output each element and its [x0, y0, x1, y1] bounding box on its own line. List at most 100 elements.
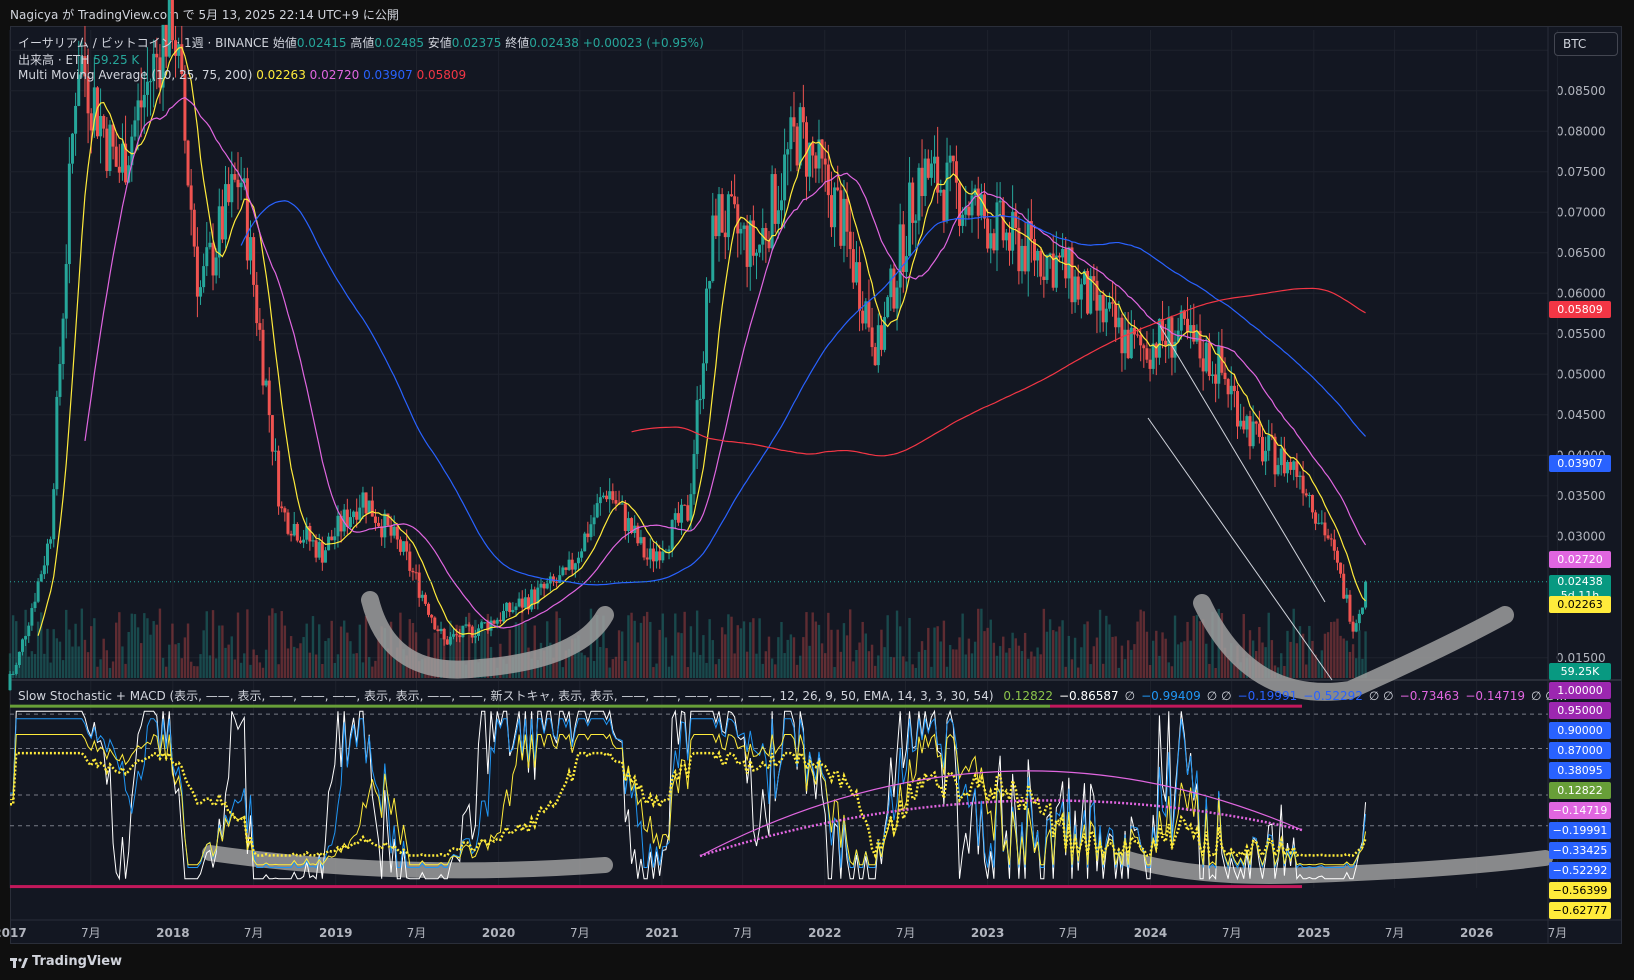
volume-bar — [158, 608, 162, 678]
volume-bar — [661, 613, 664, 678]
candle-body — [942, 189, 946, 221]
indicator-legend[interactable]: Slow Stochastic + MACD (表示, ——, 表示, ——, … — [18, 687, 1567, 704]
volume-bar — [46, 628, 49, 678]
volume-bar — [1158, 655, 1161, 678]
volume-bar — [1167, 662, 1170, 678]
volume-bar — [1289, 641, 1292, 678]
volume-bar — [620, 631, 624, 678]
candle-body — [601, 495, 605, 498]
price-tick-label: 0.05500 — [1556, 327, 1606, 341]
volume-bar — [68, 629, 71, 678]
candle-body — [1170, 317, 1174, 358]
volume-bar — [674, 613, 677, 678]
time-tick-label: 2024 — [1134, 926, 1167, 940]
candle-body — [623, 503, 627, 531]
footer-brand[interactable]: TradingView — [10, 954, 122, 969]
candle-body — [36, 581, 40, 602]
candle-body — [1301, 475, 1305, 494]
candle-body — [195, 246, 199, 297]
volume-bar — [1008, 648, 1011, 678]
candle-body — [726, 194, 730, 238]
volume-bar — [1298, 626, 1302, 678]
candle-body — [1320, 522, 1324, 524]
annotation-sub-2019 — [202, 845, 613, 879]
candle-body — [155, 53, 159, 58]
volume-bar — [1080, 647, 1083, 678]
candle-body — [61, 318, 65, 365]
candle-body — [976, 188, 980, 216]
candle-body — [448, 636, 452, 645]
candle-body — [1057, 255, 1061, 258]
candle-body — [858, 262, 862, 311]
volume-bar — [93, 618, 96, 678]
volume-bar — [330, 620, 333, 678]
candle-body — [754, 252, 758, 256]
candle-body — [586, 533, 590, 538]
volume-bar — [811, 612, 814, 678]
candle-body — [386, 513, 390, 526]
ma-legend[interactable]: Multi Moving Average (10, 25, 75, 200) 0… — [18, 68, 466, 82]
candle-body — [1145, 348, 1149, 360]
candle-body — [320, 542, 324, 563]
volume-bar — [283, 625, 287, 678]
volume-bar — [1361, 658, 1364, 678]
volume-bar — [1330, 621, 1333, 678]
symbol-name[interactable]: イーサリアム / ビットコイン · 1週 · BINANCE — [18, 36, 270, 50]
volume-bar — [458, 625, 461, 678]
volume-bar — [1070, 659, 1074, 678]
candle-body — [742, 225, 746, 229]
volume-bar — [1205, 643, 1208, 678]
candle-body — [776, 210, 780, 224]
candle-body — [427, 603, 431, 615]
volume-bar — [652, 667, 655, 678]
candle-body — [820, 139, 824, 159]
candle-body — [892, 268, 896, 309]
volume-bar — [645, 611, 649, 678]
candle-body — [970, 195, 974, 216]
volume-bar — [324, 640, 327, 678]
candle-body — [514, 606, 518, 610]
volume-bar — [789, 634, 793, 678]
price-tick-label: 0.07000 — [1556, 205, 1606, 219]
volume-bar — [296, 648, 299, 678]
candle-body — [302, 539, 306, 543]
volume-bar — [52, 629, 55, 678]
candle-body — [767, 240, 771, 249]
indicator-badge: −0.62777 — [1549, 902, 1611, 919]
time-tick-label: 2021 — [645, 926, 678, 940]
candle-body — [1354, 623, 1358, 632]
volume-bar — [649, 621, 652, 678]
volume-label: 出来高 · ETH — [18, 53, 90, 67]
candle-body — [377, 522, 381, 527]
volume-bar — [264, 649, 268, 678]
candle-body — [667, 549, 671, 552]
volume-bar — [299, 643, 302, 678]
time-tick-label: 2019 — [319, 926, 352, 940]
time-tick-label: 2022 — [808, 926, 841, 940]
candle-body — [473, 635, 477, 638]
volume-bar — [1226, 656, 1230, 678]
volume-bar — [364, 615, 368, 678]
time-tick-label: 7月 — [896, 926, 916, 940]
currency-button[interactable]: BTC — [1554, 32, 1618, 56]
candle-body — [583, 533, 587, 552]
candle-body — [214, 257, 218, 276]
candle-body — [1023, 245, 1027, 272]
volume-bar — [964, 654, 967, 678]
volume-bar — [108, 667, 112, 678]
volume-legend[interactable]: 出来高 · ETH 59.25 K — [18, 51, 139, 68]
ma75-line — [240, 200, 1367, 586]
volume-bar — [695, 610, 699, 678]
volume-bar — [27, 656, 30, 678]
candle-body — [239, 182, 243, 188]
volume-bar — [243, 653, 246, 678]
volume-bar — [1142, 611, 1146, 678]
candle-body — [330, 536, 334, 541]
candle-body — [83, 56, 87, 77]
volume-bar — [1339, 635, 1342, 678]
indicator-badge: −0.56399 — [1549, 882, 1611, 899]
candle-body — [670, 519, 674, 550]
volume-bar — [514, 622, 518, 678]
volume-bar — [1048, 619, 1052, 678]
